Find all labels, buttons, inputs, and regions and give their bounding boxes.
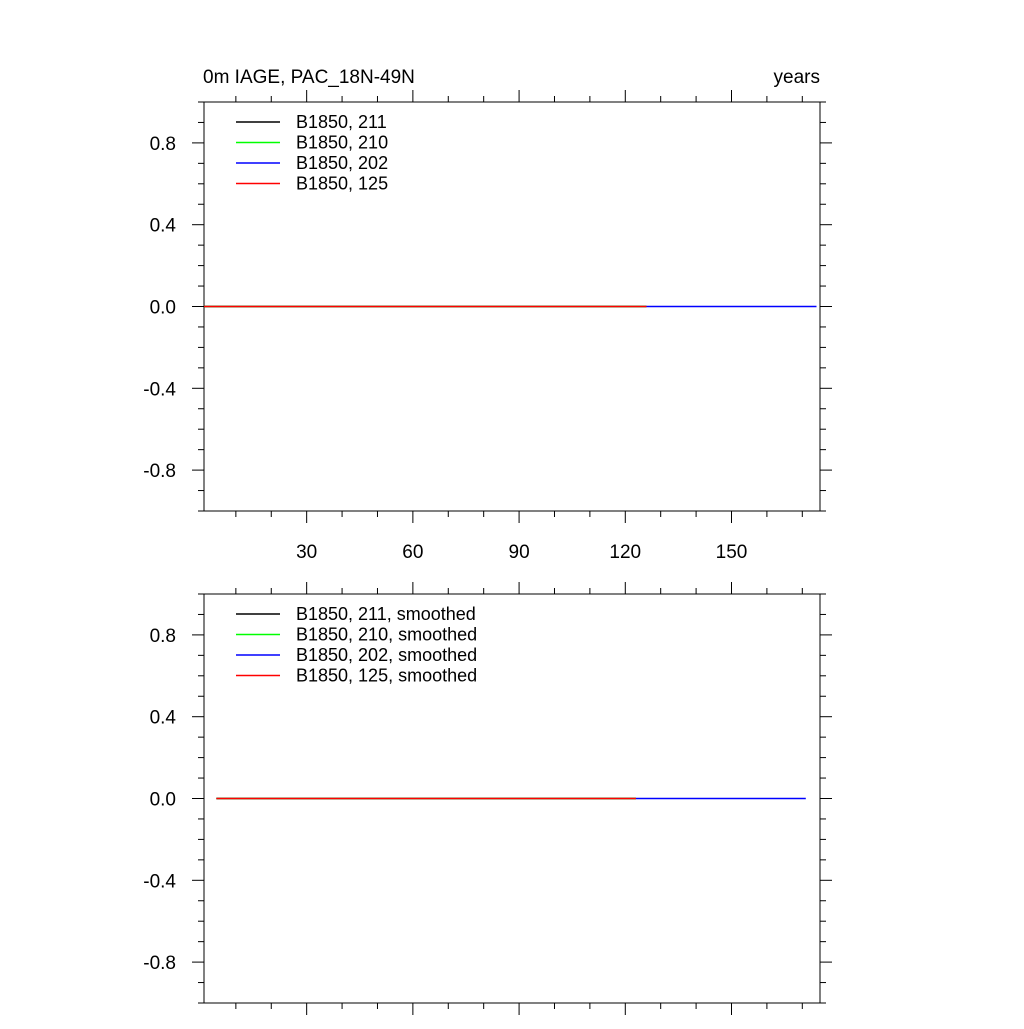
legend-label: B1850, 210, smoothed (296, 625, 477, 645)
y-tick-label: 0.8 (150, 626, 176, 647)
legend-label: B1850, 125, smoothed (296, 666, 477, 686)
legend-label: B1850, 211 (296, 112, 387, 132)
y-tick-label: 0.0 (150, 298, 176, 319)
y-tick-label: 0.8 (150, 134, 176, 155)
x-tick-label: 120 (609, 542, 641, 563)
legend-label: B1850, 125 (296, 174, 388, 194)
x-tick-label: 150 (716, 542, 748, 563)
x-tick-label: 60 (402, 542, 423, 563)
y-tick-label: -0.4 (143, 871, 176, 892)
y-tick-label: 0.4 (150, 216, 177, 237)
figure-title: 0m IAGE, PAC_18N-49N (203, 67, 415, 88)
legend-label: B1850, 210 (296, 133, 388, 153)
y-tick-label: -0.8 (143, 953, 176, 974)
legend-label: B1850, 211, smoothed (296, 604, 476, 624)
x-tick-label: 30 (296, 542, 317, 563)
legend-label: B1850, 202, smoothed (296, 645, 477, 665)
y-tick-label: -0.8 (143, 461, 176, 482)
y-tick-label: -0.4 (143, 379, 176, 400)
y-tick-label: 0.4 (150, 708, 177, 729)
x-tick-label: 90 (509, 542, 530, 563)
x-axis-unit-label: years (774, 67, 820, 88)
y-tick-label: 0.0 (150, 790, 176, 811)
legend-label: B1850, 202 (296, 153, 388, 173)
